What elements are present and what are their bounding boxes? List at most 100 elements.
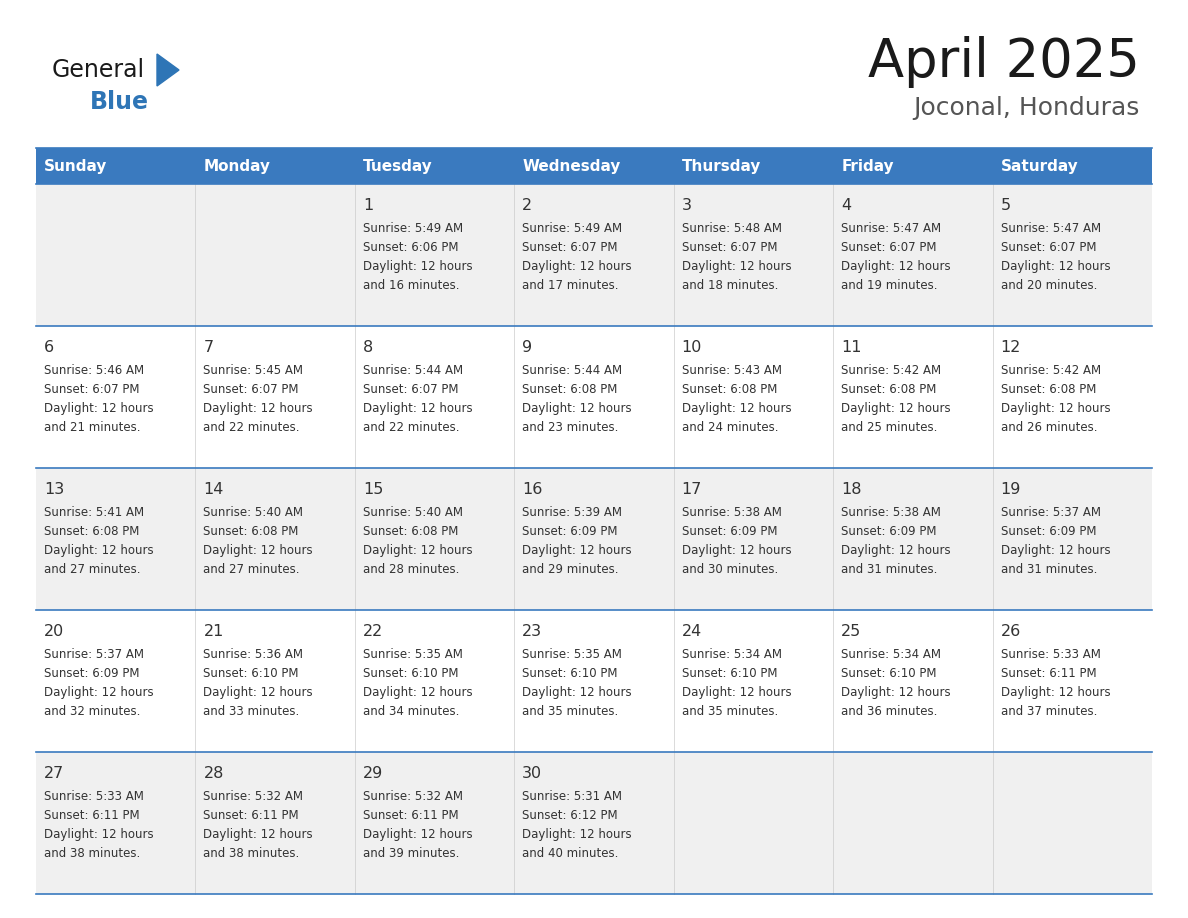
Bar [674, 468, 833, 610]
Text: Sunrise: 5:36 AM: Sunrise: 5:36 AM [203, 648, 303, 661]
Text: 7: 7 [203, 340, 214, 355]
Bar [992, 752, 1152, 894]
Text: Sunrise: 5:42 AM: Sunrise: 5:42 AM [1000, 364, 1101, 377]
Bar [196, 752, 355, 894]
Text: Daylight: 12 hours: Daylight: 12 hours [362, 544, 473, 557]
Text: and 39 minutes.: and 39 minutes. [362, 847, 460, 860]
Text: Sunrise: 5:34 AM: Sunrise: 5:34 AM [841, 648, 941, 661]
Text: Daylight: 12 hours: Daylight: 12 hours [362, 686, 473, 699]
Text: Friday: Friday [841, 159, 893, 174]
Text: Sunrise: 5:49 AM: Sunrise: 5:49 AM [523, 222, 623, 235]
Bar [992, 610, 1152, 752]
Text: Sunset: 6:07 PM: Sunset: 6:07 PM [1000, 241, 1097, 254]
Text: 9: 9 [523, 340, 532, 355]
Text: Sunset: 6:11 PM: Sunset: 6:11 PM [362, 809, 459, 822]
Text: Daylight: 12 hours: Daylight: 12 hours [44, 402, 153, 415]
Text: Daylight: 12 hours: Daylight: 12 hours [44, 544, 153, 557]
Text: Sunrise: 5:47 AM: Sunrise: 5:47 AM [1000, 222, 1101, 235]
Text: 17: 17 [682, 482, 702, 497]
Text: Saturday: Saturday [1000, 159, 1079, 174]
Text: Sunset: 6:11 PM: Sunset: 6:11 PM [1000, 667, 1097, 680]
Bar [514, 148, 674, 184]
Bar [36, 468, 196, 610]
Text: and 38 minutes.: and 38 minutes. [44, 847, 140, 860]
Text: Daylight: 12 hours: Daylight: 12 hours [362, 402, 473, 415]
Text: Daylight: 12 hours: Daylight: 12 hours [203, 544, 314, 557]
Text: 6: 6 [44, 340, 55, 355]
Bar [196, 148, 355, 184]
Text: Daylight: 12 hours: Daylight: 12 hours [44, 828, 153, 841]
Text: and 24 minutes.: and 24 minutes. [682, 421, 778, 434]
Text: and 26 minutes.: and 26 minutes. [1000, 421, 1097, 434]
Bar [674, 184, 833, 326]
Text: 1: 1 [362, 198, 373, 213]
Bar [514, 184, 674, 326]
Text: Sunrise: 5:40 AM: Sunrise: 5:40 AM [362, 506, 463, 519]
Bar [992, 326, 1152, 468]
Text: Sunset: 6:08 PM: Sunset: 6:08 PM [44, 525, 139, 538]
Text: Daylight: 12 hours: Daylight: 12 hours [682, 402, 791, 415]
Text: 18: 18 [841, 482, 861, 497]
Text: 21: 21 [203, 624, 223, 639]
Text: Sunrise: 5:37 AM: Sunrise: 5:37 AM [1000, 506, 1100, 519]
Text: 22: 22 [362, 624, 383, 639]
Text: Sunset: 6:09 PM: Sunset: 6:09 PM [44, 667, 139, 680]
Text: Sunset: 6:09 PM: Sunset: 6:09 PM [841, 525, 936, 538]
Text: Sunset: 6:12 PM: Sunset: 6:12 PM [523, 809, 618, 822]
Bar [992, 184, 1152, 326]
Text: Daylight: 12 hours: Daylight: 12 hours [841, 544, 950, 557]
Text: Sunset: 6:07 PM: Sunset: 6:07 PM [203, 383, 299, 396]
Text: Daylight: 12 hours: Daylight: 12 hours [203, 828, 314, 841]
Text: and 35 minutes.: and 35 minutes. [682, 705, 778, 718]
Text: Sunrise: 5:40 AM: Sunrise: 5:40 AM [203, 506, 303, 519]
Bar [196, 468, 355, 610]
Text: and 23 minutes.: and 23 minutes. [523, 421, 619, 434]
Text: Sunset: 6:10 PM: Sunset: 6:10 PM [523, 667, 618, 680]
Bar [674, 752, 833, 894]
Bar [196, 184, 355, 326]
Text: Sunrise: 5:45 AM: Sunrise: 5:45 AM [203, 364, 303, 377]
Text: Sunset: 6:10 PM: Sunset: 6:10 PM [682, 667, 777, 680]
Bar [992, 468, 1152, 610]
Bar [514, 610, 674, 752]
Text: Sunrise: 5:32 AM: Sunrise: 5:32 AM [203, 790, 303, 803]
Text: and 21 minutes.: and 21 minutes. [44, 421, 140, 434]
Text: Sunrise: 5:35 AM: Sunrise: 5:35 AM [523, 648, 623, 661]
Text: Daylight: 12 hours: Daylight: 12 hours [523, 544, 632, 557]
Text: Daylight: 12 hours: Daylight: 12 hours [1000, 544, 1111, 557]
Text: and 30 minutes.: and 30 minutes. [682, 563, 778, 576]
Text: and 18 minutes.: and 18 minutes. [682, 279, 778, 292]
Text: Daylight: 12 hours: Daylight: 12 hours [682, 686, 791, 699]
Bar [674, 148, 833, 184]
Text: and 33 minutes.: and 33 minutes. [203, 705, 299, 718]
Text: Sunrise: 5:41 AM: Sunrise: 5:41 AM [44, 506, 144, 519]
Text: 14: 14 [203, 482, 223, 497]
Text: Sunrise: 5:48 AM: Sunrise: 5:48 AM [682, 222, 782, 235]
Text: 3: 3 [682, 198, 691, 213]
Text: Wednesday: Wednesday [523, 159, 620, 174]
Text: and 27 minutes.: and 27 minutes. [44, 563, 140, 576]
Bar [833, 326, 992, 468]
Text: Daylight: 12 hours: Daylight: 12 hours [682, 260, 791, 273]
Text: Sunrise: 5:46 AM: Sunrise: 5:46 AM [44, 364, 144, 377]
Text: Sunset: 6:08 PM: Sunset: 6:08 PM [203, 525, 299, 538]
Bar [36, 326, 196, 468]
Bar [36, 752, 196, 894]
Text: Sunset: 6:10 PM: Sunset: 6:10 PM [841, 667, 936, 680]
Bar [514, 752, 674, 894]
Bar [36, 610, 196, 752]
Text: and 34 minutes.: and 34 minutes. [362, 705, 460, 718]
Text: Sunset: 6:09 PM: Sunset: 6:09 PM [523, 525, 618, 538]
Text: Sunrise: 5:49 AM: Sunrise: 5:49 AM [362, 222, 463, 235]
Text: 28: 28 [203, 766, 223, 781]
Text: Sunset: 6:10 PM: Sunset: 6:10 PM [203, 667, 299, 680]
Bar [833, 610, 992, 752]
Text: Sunrise: 5:35 AM: Sunrise: 5:35 AM [362, 648, 463, 661]
Text: 4: 4 [841, 198, 852, 213]
Bar [833, 752, 992, 894]
Text: Daylight: 12 hours: Daylight: 12 hours [1000, 260, 1111, 273]
Text: Daylight: 12 hours: Daylight: 12 hours [523, 260, 632, 273]
Text: Sunset: 6:06 PM: Sunset: 6:06 PM [362, 241, 459, 254]
Text: and 16 minutes.: and 16 minutes. [362, 279, 460, 292]
Text: 26: 26 [1000, 624, 1020, 639]
